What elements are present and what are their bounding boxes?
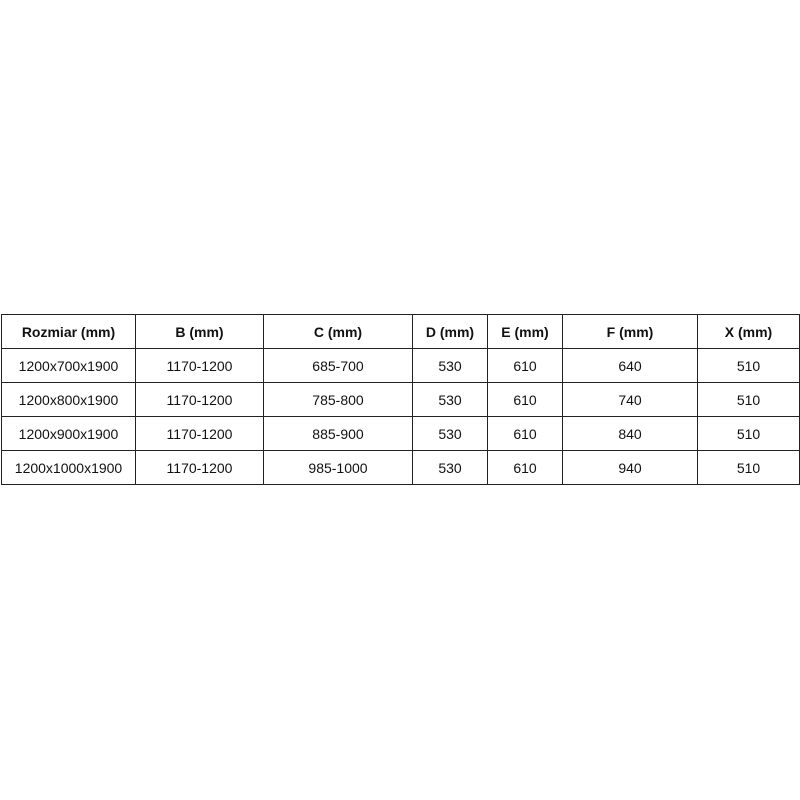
table-cell: 530 xyxy=(412,416,488,451)
table-cell: 510 xyxy=(697,450,800,485)
table-cell: 840 xyxy=(562,416,698,451)
table-cell: 610 xyxy=(487,348,563,383)
table-cell: 510 xyxy=(697,382,800,417)
header-cell: B (mm) xyxy=(135,314,264,349)
table-cell: 530 xyxy=(412,348,488,383)
table-cell: 510 xyxy=(697,416,800,451)
header-cell: X (mm) xyxy=(697,314,800,349)
table-cell: 530 xyxy=(412,382,488,417)
table-cell: 1200x700x1900 xyxy=(1,348,136,383)
table-cell: 510 xyxy=(697,348,800,383)
table-row: 1200x900x1900 1170-1200 885-900 530 610 840 51… xyxy=(1,416,800,451)
header-cell: D (mm) xyxy=(412,314,488,349)
table-cell: 685-700 xyxy=(263,348,413,383)
table-cell: 1170-1200 xyxy=(135,416,264,451)
header-cell: E (mm) xyxy=(487,314,563,349)
table-cell: 640 xyxy=(562,348,698,383)
table-cell: 530 xyxy=(412,450,488,485)
table-cell: 985-1000 xyxy=(263,450,413,485)
table-cell: 1170-1200 xyxy=(135,450,264,485)
table-row: 1200x1000x1900 1170-1200 985-1000 530 610 940… xyxy=(1,450,800,485)
table-row: 1200x800x1900 1170-1200 785-800 530 610 740 51… xyxy=(1,382,800,417)
table-cell: 1170-1200 xyxy=(135,382,264,417)
table-cell: 610 xyxy=(487,450,563,485)
table-cell: 610 xyxy=(487,382,563,417)
table-cell: 1170-1200 xyxy=(135,348,264,383)
table-cell: 785-800 xyxy=(263,382,413,417)
header-cell: Rozmiar (mm) xyxy=(1,314,136,349)
header-cell: C (mm) xyxy=(263,314,413,349)
table-cell: 740 xyxy=(562,382,698,417)
table-cell: 1200x1000x1900 xyxy=(1,450,136,485)
table-cell: 1200x900x1900 xyxy=(1,416,136,451)
header-cell: F (mm) xyxy=(562,314,698,349)
table-cell: 940 xyxy=(562,450,698,485)
table-cell: 1200x800x1900 xyxy=(1,382,136,417)
table-row: 1200x700x1900 1170-1200 685-700 530 610 640 51… xyxy=(1,348,800,383)
table-cell: 885-900 xyxy=(263,416,413,451)
table-cell: 610 xyxy=(487,416,563,451)
header-row: Rozmiar (mm) B (mm) C (mm) D (mm) E (mm)… xyxy=(1,314,800,349)
dimensions-table: Rozmiar (mm) B (mm) C (mm) D (mm) E (mm)… xyxy=(1,314,800,485)
